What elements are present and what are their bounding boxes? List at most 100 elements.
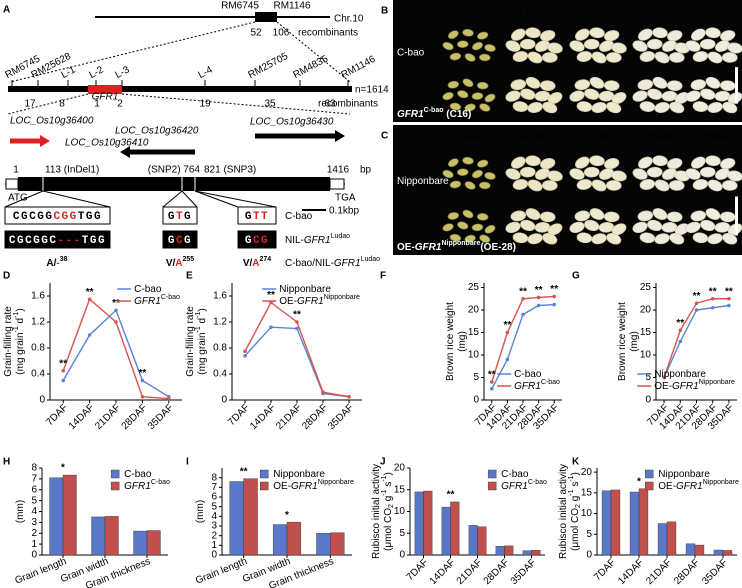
zoom-line — [42, 190, 111, 208]
marker-label: L-2 — [87, 64, 105, 81]
row-label: Nipponbare — [397, 176, 449, 187]
point — [490, 380, 494, 384]
grain — [542, 101, 558, 114]
grain — [511, 28, 526, 41]
legend-label-part: Nipponbare — [658, 469, 710, 480]
point — [536, 295, 541, 300]
y-tick-label: 7 — [31, 474, 37, 485]
y-tick-label: 5 — [645, 372, 651, 383]
grain — [705, 208, 721, 220]
grain — [547, 170, 563, 182]
bar — [610, 489, 621, 556]
grain — [442, 223, 454, 232]
point — [710, 296, 715, 301]
day-label: 21DAF — [581, 7, 612, 18]
y-tick-label: 1.6 — [213, 291, 227, 302]
y-axis-label: (mg) — [457, 331, 468, 352]
grain — [525, 76, 541, 89]
grain — [527, 51, 543, 64]
sequence-part: CGCGG — [13, 211, 54, 223]
gene-arrow — [10, 135, 50, 147]
grain — [707, 179, 723, 192]
grain — [476, 213, 489, 221]
position-label: 821 (SNP3) — [204, 165, 256, 176]
legend-swatch — [645, 469, 654, 479]
grain — [547, 42, 563, 54]
point — [347, 394, 351, 399]
y-tick-label: 10 — [394, 506, 406, 517]
sequence-part: G — [168, 211, 176, 223]
photo — [393, 125, 742, 255]
point — [552, 294, 556, 299]
y-axis-label-part: d — [197, 318, 208, 326]
series-line — [244, 326, 350, 398]
point — [727, 303, 731, 308]
scale-bar — [735, 196, 738, 236]
y-axis-label-part: Grain-filling rate — [185, 306, 196, 377]
genotype-label-part: NIL- — [285, 235, 304, 246]
point — [521, 312, 525, 317]
marker-label: RM1146 — [339, 54, 377, 81]
sequence-part: G — [168, 235, 176, 247]
significance: ** — [693, 291, 701, 302]
y-axis-label-part: (mg grain — [197, 332, 208, 374]
grain — [666, 80, 683, 91]
x-tick-label: 21DAF — [455, 557, 485, 587]
grain — [471, 169, 483, 179]
grain — [477, 159, 489, 168]
recombinant-count: 17 — [24, 99, 36, 110]
point — [61, 378, 65, 383]
day-label: 21DAF — [581, 132, 612, 143]
y-tick-label: 1 — [31, 539, 37, 550]
recombinant-count: 2 — [117, 99, 123, 110]
y-tick-label: 1 — [211, 540, 217, 551]
grain — [667, 158, 683, 170]
grain — [722, 232, 738, 245]
grain — [591, 51, 607, 64]
sequence: CGCGGC---TGG — [9, 235, 106, 247]
point — [114, 308, 118, 313]
bar — [330, 532, 345, 556]
y-axis-label-part: -1 — [381, 489, 388, 495]
y-axis-label-part: -1 — [381, 475, 388, 481]
legend-label-part: C-bao — [151, 479, 170, 486]
legend-label: Nipponbare — [273, 469, 325, 480]
y-tick-label: 0 — [399, 550, 405, 561]
legend-label-part: GFR1 — [134, 296, 161, 307]
legend-label-part: GFR1 — [291, 481, 318, 492]
sequence: GCG — [168, 235, 192, 247]
grain — [462, 28, 474, 37]
grain — [666, 211, 683, 223]
point — [87, 333, 92, 337]
grain — [691, 28, 706, 41]
grain — [646, 38, 663, 50]
y-axis-label-part: (μmol CO — [570, 508, 581, 551]
y-axis-label-part: (mg) — [629, 331, 640, 352]
legend-label: GFR1C-bao — [134, 294, 180, 306]
panel-label: A — [3, 5, 10, 16]
genotype-label: C-bao — [285, 211, 313, 222]
grain — [685, 90, 701, 102]
photo — [393, 0, 742, 122]
grain — [464, 103, 476, 112]
grain — [510, 210, 527, 222]
zoom-line — [7, 93, 89, 115]
grain — [662, 168, 677, 180]
grain — [722, 52, 738, 63]
zoom-line — [162, 190, 183, 208]
significance: ** — [447, 490, 455, 501]
y-tick-label: 1.2 — [31, 317, 45, 328]
grain — [599, 168, 614, 180]
grain — [535, 40, 550, 52]
point — [490, 386, 494, 391]
point — [727, 296, 731, 301]
legend-swatch — [645, 481, 654, 491]
grain — [705, 76, 721, 89]
bar — [423, 490, 433, 556]
row-label: OE-GFR1Nipponbare(OE-28) — [397, 240, 516, 252]
recombinant-count: 8 — [59, 99, 65, 110]
bar — [522, 550, 532, 556]
grain — [699, 166, 716, 178]
grain — [457, 221, 469, 230]
